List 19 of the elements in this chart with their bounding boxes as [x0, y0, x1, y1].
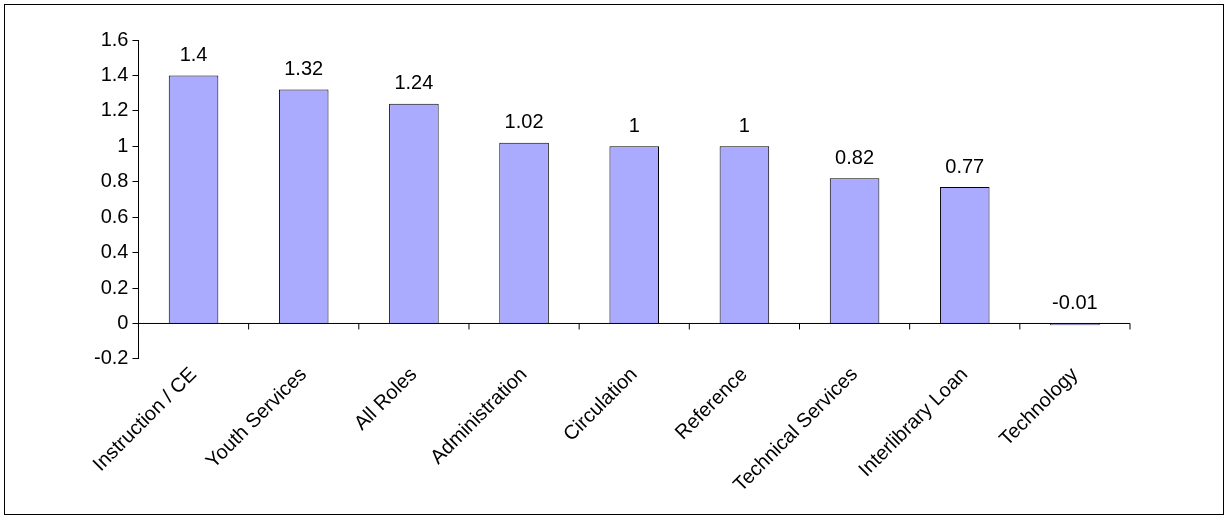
data-label: 1.24 — [394, 71, 434, 94]
data-label: 0.82 — [835, 145, 875, 168]
y-tick-label: 0.8 — [100, 169, 129, 192]
y-tick-label: 0.4 — [100, 240, 129, 263]
data-label: -0.01 — [1052, 291, 1098, 314]
y-tick-label: 1.2 — [100, 98, 129, 121]
y-tick-label: -0.2 — [93, 346, 129, 369]
data-label: 1.4 — [179, 42, 208, 65]
data-label: 1 — [628, 113, 640, 136]
y-tick-label: 1.4 — [100, 62, 129, 85]
y-tick-label: 0 — [117, 311, 129, 333]
y-tick-label: 0.6 — [100, 204, 129, 227]
data-label: 1.32 — [284, 57, 324, 80]
data-label: 0.77 — [945, 154, 985, 177]
y-tick-label: 1 — [117, 133, 129, 156]
y-tick-label: 0.2 — [100, 275, 129, 298]
data-label: 1 — [738, 113, 750, 136]
data-label: 1.02 — [504, 110, 544, 133]
y-tick-label: 1.6 — [100, 27, 129, 50]
